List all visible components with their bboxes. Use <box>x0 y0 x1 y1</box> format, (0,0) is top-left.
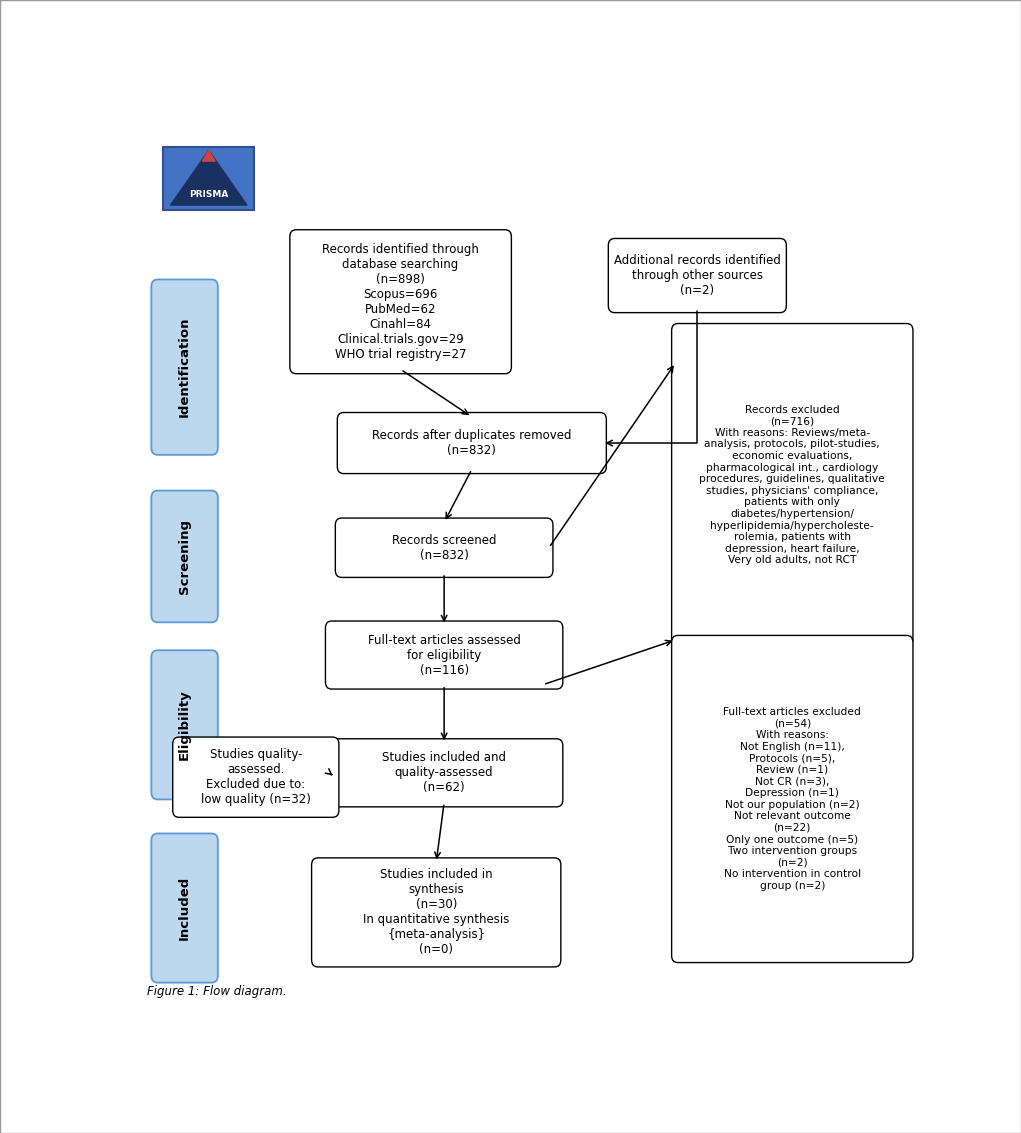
Text: Records after duplicates removed
(n=832): Records after duplicates removed (n=832) <box>372 429 572 457</box>
Text: Included: Included <box>178 876 191 940</box>
Text: Full-text articles excluded
(n=54)
With reasons:
Not English (n=11),
Protocols (: Full-text articles excluded (n=54) With … <box>723 707 862 891</box>
Text: Studies included in
synthesis
(n=30)
In quantitative synthesis
{meta-analysis}
(: Studies included in synthesis (n=30) In … <box>363 868 509 956</box>
Polygon shape <box>171 151 247 205</box>
FancyBboxPatch shape <box>151 280 217 454</box>
FancyBboxPatch shape <box>151 834 217 982</box>
Text: Records excluded
(n=716)
With reasons: Reviews/meta-
analysis, protocols, pilot-: Records excluded (n=716) With reasons: R… <box>699 404 885 565</box>
FancyBboxPatch shape <box>151 650 217 800</box>
FancyBboxPatch shape <box>326 621 563 689</box>
Text: Records screened
(n=832): Records screened (n=832) <box>392 534 496 562</box>
Text: Full-text articles assessed
for eligibility
(n=116): Full-text articles assessed for eligibil… <box>368 633 521 676</box>
FancyBboxPatch shape <box>609 238 786 313</box>
Text: PRISMA: PRISMA <box>189 190 229 199</box>
Polygon shape <box>202 151 215 161</box>
FancyBboxPatch shape <box>163 147 254 210</box>
Text: Records identified through
database searching
(n=898)
Scopus=696
PubMed=62
Cinah: Records identified through database sear… <box>323 242 479 360</box>
FancyBboxPatch shape <box>672 324 913 646</box>
Text: Figure 1: Flow diagram.: Figure 1: Flow diagram. <box>147 985 287 998</box>
FancyBboxPatch shape <box>335 518 553 578</box>
Text: Studies quality-
assessed.
Excluded due to:
low quality (n=32): Studies quality- assessed. Excluded due … <box>201 748 310 807</box>
Text: Eligibility: Eligibility <box>178 690 191 760</box>
Text: Studies included and
quality-assessed
(n=62): Studies included and quality-assessed (n… <box>382 751 506 794</box>
FancyBboxPatch shape <box>326 739 563 807</box>
FancyBboxPatch shape <box>672 636 913 963</box>
Text: Additional records identified
through other sources
(n=2): Additional records identified through ot… <box>614 254 781 297</box>
FancyBboxPatch shape <box>337 412 606 474</box>
FancyBboxPatch shape <box>151 491 217 622</box>
Text: Screening: Screening <box>178 519 191 594</box>
Text: Identification: Identification <box>178 317 191 417</box>
FancyBboxPatch shape <box>290 230 512 374</box>
FancyBboxPatch shape <box>173 738 339 817</box>
FancyBboxPatch shape <box>311 858 561 966</box>
